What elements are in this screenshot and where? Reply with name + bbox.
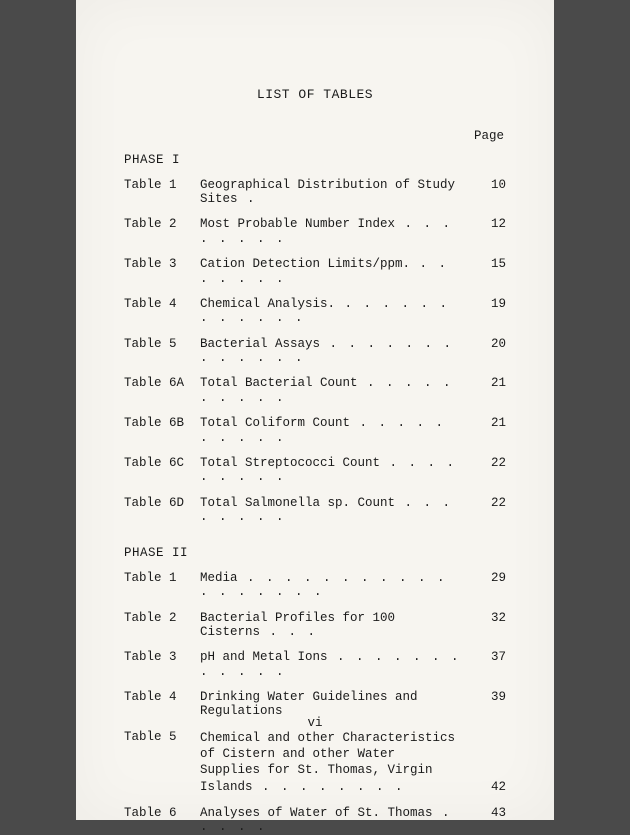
table-row: Table 2 Most Probable Number Index . . .… (124, 217, 506, 246)
table-label: Table 4 (124, 297, 200, 311)
table-label: Table 2 (124, 217, 200, 231)
table-row: Table 1 Geographical Distribution of Stu… (124, 178, 506, 207)
table-page: 21 (470, 416, 506, 430)
table-title: Bacterial Assays . . . . . . . . . . . .… (200, 337, 470, 366)
table-title: Chemical Analysis. . . . . . . . . . . .… (200, 297, 470, 326)
table-title: Drinking Water Guidelines and Regulation… (200, 690, 470, 719)
phase-heading: PHASE II (124, 546, 506, 560)
table-row: Table 6C Total Streptococci Count . . . … (124, 456, 506, 485)
table-label: Table 6 (124, 806, 200, 820)
phase-heading: PHASE I (124, 153, 506, 167)
table-title: Total Coliform Count . . . . . . . . . . (200, 416, 470, 445)
table-title: Chemical and other Characteristics of Ci… (200, 730, 470, 795)
table-title: Bacterial Profiles for 100 Cisterns . . … (200, 611, 470, 640)
table-label: Table 1 (124, 178, 200, 192)
table-page: 42 (470, 780, 506, 794)
table-page: 37 (470, 650, 506, 664)
table-label: Table 2 (124, 611, 200, 625)
table-page: 15 (470, 257, 506, 271)
table-title: Cation Detection Limits/ppm. . . . . . .… (200, 257, 470, 286)
table-page: 43 (470, 806, 506, 820)
table-label: Table 1 (124, 571, 200, 585)
table-page: 39 (470, 690, 506, 704)
table-label: Table 6D (124, 496, 200, 510)
page-title: LIST OF TABLES (124, 88, 506, 103)
table-label: Table 3 (124, 650, 200, 664)
table-title: Total Streptococci Count . . . . . . . .… (200, 456, 470, 485)
table-page: 19 (470, 297, 506, 311)
table-row: Table 1 Media . . . . . . . . . . . . . … (124, 571, 506, 600)
table-title: Media . . . . . . . . . . . . . . . . . … (200, 571, 470, 600)
table-label: Table 6A (124, 376, 200, 390)
table-page: 29 (470, 571, 506, 585)
table-row: Table 2 Bacterial Profiles for 100 Ciste… (124, 611, 506, 640)
table-row: Table 6D Total Salmonella sp. Count . . … (124, 496, 506, 525)
table-row: Table 6 Analyses of Water of St. Thomas … (124, 806, 506, 835)
table-label: Table 6B (124, 416, 200, 430)
table-title: Total Salmonella sp. Count . . . . . . .… (200, 496, 470, 525)
table-page: 21 (470, 376, 506, 390)
table-label: Table 6C (124, 456, 200, 470)
table-row: Table 6A Total Bacterial Count . . . . .… (124, 376, 506, 405)
table-label: Table 3 (124, 257, 200, 271)
table-row: Table 3 Cation Detection Limits/ppm. . .… (124, 257, 506, 286)
table-row: Table 5 Chemical and other Characteristi… (124, 730, 506, 795)
table-label: Table 5 (124, 730, 200, 744)
table-row: Table 3 pH and Metal Ions . . . . . . . … (124, 650, 506, 679)
table-title: Total Bacterial Count . . . . . . . . . … (200, 376, 470, 405)
folio: vi (76, 716, 554, 730)
table-row: Table 5 Bacterial Assays . . . . . . . .… (124, 337, 506, 366)
table-label: Table 4 (124, 690, 200, 704)
table-label: Table 5 (124, 337, 200, 351)
table-row: Table 4 Chemical Analysis. . . . . . . .… (124, 297, 506, 326)
table-title: Most Probable Number Index . . . . . . .… (200, 217, 470, 246)
table-page: 32 (470, 611, 506, 625)
table-row: Table 4 Drinking Water Guidelines and Re… (124, 690, 506, 719)
table-page: 22 (470, 496, 506, 510)
table-title: pH and Metal Ions . . . . . . . . . . . … (200, 650, 470, 679)
table-page: 22 (470, 456, 506, 470)
table-page: 12 (470, 217, 506, 231)
table-page: 20 (470, 337, 506, 351)
table-title: Analyses of Water of St. Thomas . . . . … (200, 806, 470, 835)
table-row: Table 6B Total Coliform Count . . . . . … (124, 416, 506, 445)
table-title: Geographical Distribution of Study Sites… (200, 178, 470, 207)
document-page: LIST OF TABLES Page PHASE I Table 1 Geog… (76, 0, 554, 820)
table-page: 10 (470, 178, 506, 192)
page-column-header: Page (124, 129, 506, 143)
